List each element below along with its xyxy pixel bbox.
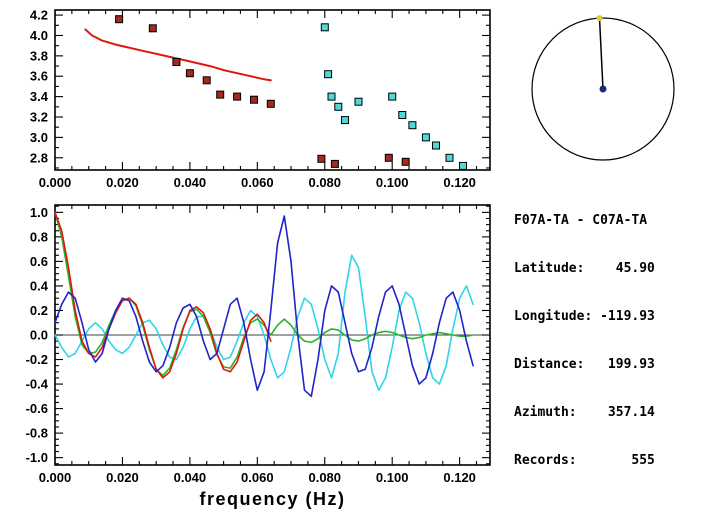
y-tick-label: 3.4 xyxy=(30,89,49,104)
group-velocity-picks-red[interactable] xyxy=(233,92,242,101)
group-velocity-picks-red[interactable] xyxy=(148,24,157,33)
y-tick-label: 3.8 xyxy=(30,48,48,63)
reference-dispersion-curve xyxy=(84,28,272,82)
x-tick-label: 0.120 xyxy=(443,175,476,190)
x-tick-label: 0.000 xyxy=(39,175,72,190)
y-tick-label: 0.6 xyxy=(30,254,48,269)
x-tick-label: 0.080 xyxy=(308,175,341,190)
group-velocity-picks-red[interactable] xyxy=(185,69,194,78)
y-tick-label: 0.8 xyxy=(30,229,48,244)
group-velocity-picks-cyan[interactable] xyxy=(408,121,417,130)
x-tick-label: 0.100 xyxy=(376,470,409,485)
group-velocity-picks-cyan[interactable] xyxy=(388,92,397,101)
azimuth-pointer xyxy=(598,18,604,90)
group-velocity-picks-red[interactable] xyxy=(330,159,339,168)
plot-frame xyxy=(54,9,491,171)
group-velocity-picks-cyan[interactable] xyxy=(445,153,454,162)
group-velocity-picks-red[interactable] xyxy=(384,153,393,162)
distance-line: Distance: 199.93 xyxy=(514,357,655,372)
group-velocity-picks-red[interactable] xyxy=(115,15,124,24)
group-velocity-picks-cyan[interactable] xyxy=(327,92,336,101)
group-velocity-picks-red[interactable] xyxy=(250,95,258,104)
longitude-line: Longitude: -119.93 xyxy=(514,309,655,324)
dispersion-plot[interactable]: 0.000 0.020 0.040 0.060 0.080 0.100 0.120 2.8 3.… xyxy=(0,0,500,195)
x-tick-label: 0.080 xyxy=(308,470,341,485)
x-tick-label: 0.040 xyxy=(174,470,207,485)
azimuth-dial xyxy=(531,15,675,161)
y-tick-label: 0.4 xyxy=(30,278,49,293)
station-pair-title: F07A-TA - C07A-TA xyxy=(514,213,648,228)
group-velocity-picks-cyan[interactable] xyxy=(341,116,349,125)
raw-correlation-blue xyxy=(54,215,474,398)
x-tick-label: 0.020 xyxy=(106,175,139,190)
x-tick-label: 0.020 xyxy=(106,470,139,485)
center-station-dot xyxy=(599,85,607,93)
group-velocity-picks-cyan[interactable] xyxy=(421,133,430,142)
group-velocity-picks-red[interactable] xyxy=(172,58,181,66)
group-velocity-picks-red[interactable] xyxy=(266,99,275,108)
latitude-line: Latitude: 45.90 xyxy=(514,261,655,276)
correlation-plot[interactable]: 0.000 0.020 0.040 0.060 0.080 0.100 0.120 -1.0 -… xyxy=(0,195,500,519)
azimuth-line: Azimuth: 357.14 xyxy=(514,405,655,420)
station-info-panel: F07A-TA - C07A-TA Latitude: 45.90 Longit… xyxy=(514,181,655,501)
group-velocity-picks-cyan[interactable] xyxy=(324,70,333,79)
group-velocity-picks-red[interactable] xyxy=(216,90,225,99)
y-tick-label: 4.0 xyxy=(30,28,48,43)
group-velocity-picks-cyan[interactable] xyxy=(334,102,343,111)
y-tick-label: 4.2 xyxy=(30,8,48,23)
x-tick-label: 0.000 xyxy=(39,470,72,485)
y-tick-label: 2.8 xyxy=(30,150,48,165)
y-tick-label: 3.0 xyxy=(30,130,48,145)
great-circle xyxy=(531,17,675,161)
y-tick-label: -0.8 xyxy=(26,426,48,441)
group-velocity-picks-cyan[interactable] xyxy=(459,161,467,170)
remote-station-dot xyxy=(596,15,603,22)
y-tick-label: 0.0 xyxy=(30,328,48,343)
y-tick-label: -0.2 xyxy=(26,352,48,367)
x-tick-label: 0.100 xyxy=(376,175,409,190)
x-tick-label: 0.120 xyxy=(443,470,476,485)
y-tick-label: -0.6 xyxy=(26,401,48,416)
x-tick-label: 0.060 xyxy=(241,175,274,190)
group-velocity-picks-cyan[interactable] xyxy=(432,141,440,150)
y-tick-label: 3.2 xyxy=(30,110,48,125)
group-velocity-picks-red[interactable] xyxy=(317,154,326,163)
x-tick-label: 0.060 xyxy=(241,470,274,485)
group-velocity-picks-cyan[interactable] xyxy=(354,97,363,106)
group-velocity-picks-cyan[interactable] xyxy=(398,111,407,119)
records-line: Records: 555 xyxy=(514,453,655,468)
group-velocity-picks-red[interactable] xyxy=(401,157,410,166)
y-tick-label: -0.4 xyxy=(26,377,49,392)
x-axis-label: frequency (Hz) xyxy=(199,489,345,509)
y-tick-label: -1.0 xyxy=(26,450,48,465)
x-tick-label: 0.040 xyxy=(174,175,207,190)
coherence-cyan xyxy=(54,254,474,391)
y-tick-label: 1.0 xyxy=(30,205,48,220)
group-velocity-picks-red[interactable] xyxy=(202,76,211,85)
group-velocity-picks-cyan[interactable] xyxy=(320,23,329,32)
y-tick-label: 3.6 xyxy=(30,69,48,84)
y-tick-label: 0.2 xyxy=(30,303,48,318)
